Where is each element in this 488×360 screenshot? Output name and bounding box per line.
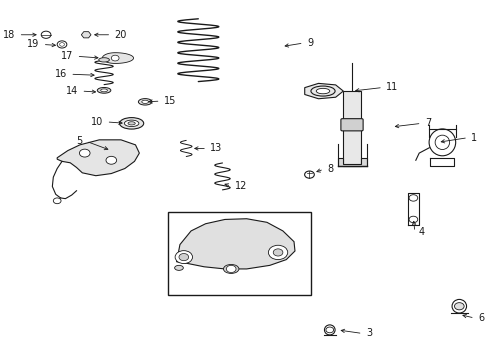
Circle shape: [226, 265, 236, 273]
Text: 19: 19: [27, 40, 39, 49]
Text: 8: 8: [326, 164, 333, 174]
Circle shape: [175, 251, 192, 264]
Circle shape: [79, 149, 90, 157]
Ellipse shape: [316, 88, 329, 94]
FancyBboxPatch shape: [340, 119, 363, 131]
Circle shape: [273, 249, 283, 256]
Circle shape: [453, 303, 463, 310]
Ellipse shape: [223, 265, 239, 273]
Polygon shape: [176, 219, 294, 269]
Ellipse shape: [119, 118, 143, 129]
Polygon shape: [304, 84, 343, 99]
Polygon shape: [57, 140, 139, 176]
Ellipse shape: [174, 265, 183, 270]
Text: 15: 15: [163, 96, 176, 106]
Polygon shape: [102, 53, 133, 63]
Text: 5: 5: [77, 136, 82, 146]
Circle shape: [60, 42, 64, 46]
Ellipse shape: [124, 120, 139, 127]
Ellipse shape: [142, 100, 148, 103]
Text: 11: 11: [386, 82, 398, 93]
Circle shape: [268, 245, 287, 260]
Text: 14: 14: [65, 86, 78, 96]
Text: 17: 17: [61, 51, 73, 61]
Text: 20: 20: [115, 30, 127, 40]
Ellipse shape: [128, 122, 135, 125]
Text: 1: 1: [470, 133, 477, 143]
Polygon shape: [81, 32, 91, 38]
Text: 7: 7: [424, 118, 430, 128]
Text: 18: 18: [3, 30, 15, 40]
Text: 16: 16: [55, 69, 67, 79]
Ellipse shape: [97, 87, 111, 93]
Text: 6: 6: [477, 313, 483, 323]
Text: 2: 2: [264, 215, 270, 225]
Polygon shape: [343, 91, 360, 166]
Circle shape: [106, 156, 117, 164]
Ellipse shape: [99, 58, 109, 62]
Polygon shape: [338, 158, 366, 166]
Ellipse shape: [434, 135, 449, 149]
Text: 12: 12: [234, 181, 246, 192]
Text: 9: 9: [306, 38, 312, 48]
Text: 4: 4: [417, 227, 424, 237]
Text: 3: 3: [366, 328, 371, 338]
Circle shape: [179, 253, 188, 261]
Text: 10: 10: [91, 117, 103, 127]
Text: 13: 13: [210, 143, 222, 153]
Ellipse shape: [101, 89, 107, 92]
Bar: [168, 212, 310, 296]
Ellipse shape: [138, 99, 152, 105]
Circle shape: [111, 55, 119, 61]
